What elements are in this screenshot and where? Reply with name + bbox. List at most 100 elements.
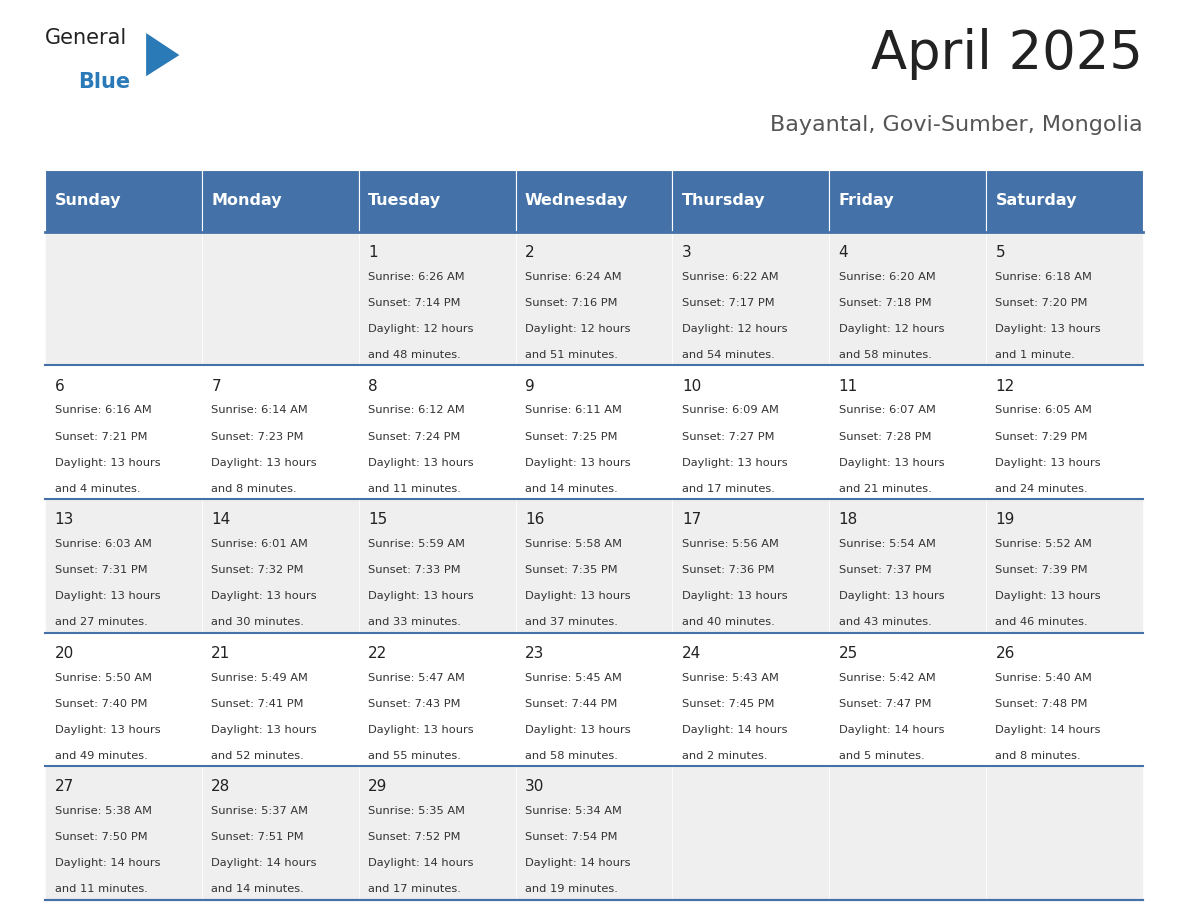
Text: and 1 minute.: and 1 minute. <box>996 350 1075 360</box>
Text: 8: 8 <box>368 379 378 394</box>
Text: and 11 minutes.: and 11 minutes. <box>55 884 147 894</box>
Text: Sunset: 7:14 PM: Sunset: 7:14 PM <box>368 298 461 308</box>
Text: Sunset: 7:35 PM: Sunset: 7:35 PM <box>525 565 618 575</box>
Text: Thursday: Thursday <box>682 194 765 208</box>
Text: 28: 28 <box>211 779 230 794</box>
Text: and 58 minutes.: and 58 minutes. <box>525 751 618 761</box>
Bar <box>45 365 202 499</box>
Text: 29: 29 <box>368 779 387 794</box>
Text: Blue: Blue <box>78 72 131 92</box>
Text: and 8 minutes.: and 8 minutes. <box>996 751 1081 761</box>
Text: Daylight: 14 hours: Daylight: 14 hours <box>682 724 788 734</box>
Text: Daylight: 12 hours: Daylight: 12 hours <box>525 324 631 334</box>
Bar <box>45 499 202 633</box>
Text: Bayantal, Govi-Sumber, Mongolia: Bayantal, Govi-Sumber, Mongolia <box>770 115 1143 135</box>
Text: and 5 minutes.: and 5 minutes. <box>839 751 924 761</box>
Text: and 17 minutes.: and 17 minutes. <box>368 884 461 894</box>
Text: Sunset: 7:37 PM: Sunset: 7:37 PM <box>839 565 931 575</box>
Text: 2: 2 <box>525 245 535 260</box>
Text: Sunrise: 6:12 AM: Sunrise: 6:12 AM <box>368 406 465 416</box>
Text: Daylight: 13 hours: Daylight: 13 hours <box>368 724 474 734</box>
Text: Wednesday: Wednesday <box>525 194 628 208</box>
Text: Sunset: 7:52 PM: Sunset: 7:52 PM <box>368 833 461 842</box>
Text: Sunset: 7:39 PM: Sunset: 7:39 PM <box>996 565 1088 575</box>
Text: and 55 minutes.: and 55 minutes. <box>368 751 461 761</box>
Text: Sunrise: 6:14 AM: Sunrise: 6:14 AM <box>211 406 308 416</box>
Text: Daylight: 13 hours: Daylight: 13 hours <box>55 457 160 467</box>
Text: 7: 7 <box>211 379 221 394</box>
Text: and 19 minutes.: and 19 minutes. <box>525 884 618 894</box>
Text: 14: 14 <box>211 512 230 527</box>
Text: Daylight: 13 hours: Daylight: 13 hours <box>996 324 1101 334</box>
Text: 27: 27 <box>55 779 74 794</box>
Text: Sunrise: 5:45 AM: Sunrise: 5:45 AM <box>525 673 621 683</box>
Text: Sunset: 7:17 PM: Sunset: 7:17 PM <box>682 298 775 308</box>
Text: 20: 20 <box>55 646 74 661</box>
Text: Daylight: 13 hours: Daylight: 13 hours <box>996 457 1101 467</box>
Text: Daylight: 13 hours: Daylight: 13 hours <box>211 724 317 734</box>
Text: Daylight: 14 hours: Daylight: 14 hours <box>55 858 160 868</box>
Text: Sunset: 7:51 PM: Sunset: 7:51 PM <box>211 833 304 842</box>
Text: Sunset: 7:16 PM: Sunset: 7:16 PM <box>525 298 618 308</box>
Text: and 4 minutes.: and 4 minutes. <box>55 484 140 494</box>
Text: Sunset: 7:50 PM: Sunset: 7:50 PM <box>55 833 147 842</box>
Text: 18: 18 <box>839 512 858 527</box>
Text: Sunrise: 5:54 AM: Sunrise: 5:54 AM <box>839 539 935 549</box>
Bar <box>359 633 516 767</box>
Text: Daylight: 13 hours: Daylight: 13 hours <box>525 591 631 601</box>
Text: Sunrise: 5:34 AM: Sunrise: 5:34 AM <box>525 806 621 816</box>
Text: Sunset: 7:29 PM: Sunset: 7:29 PM <box>996 431 1088 442</box>
Text: Sunrise: 5:56 AM: Sunrise: 5:56 AM <box>682 539 778 549</box>
Bar <box>986 170 1143 232</box>
Bar <box>986 767 1143 900</box>
Text: Sunset: 7:32 PM: Sunset: 7:32 PM <box>211 565 304 575</box>
Bar <box>829 767 986 900</box>
Text: Sunset: 7:36 PM: Sunset: 7:36 PM <box>682 565 775 575</box>
Bar <box>359 499 516 633</box>
Bar <box>672 633 829 767</box>
Text: Sunrise: 5:35 AM: Sunrise: 5:35 AM <box>368 806 466 816</box>
Text: Sunday: Sunday <box>55 194 121 208</box>
Text: Monday: Monday <box>211 194 282 208</box>
Text: and 21 minutes.: and 21 minutes. <box>839 484 931 494</box>
Text: and 43 minutes.: and 43 minutes. <box>839 617 931 627</box>
Text: Sunset: 7:24 PM: Sunset: 7:24 PM <box>368 431 461 442</box>
Bar <box>202 767 359 900</box>
Text: Sunset: 7:33 PM: Sunset: 7:33 PM <box>368 565 461 575</box>
Text: and 48 minutes.: and 48 minutes. <box>368 350 461 360</box>
Text: Sunset: 7:48 PM: Sunset: 7:48 PM <box>996 699 1088 709</box>
Text: and 24 minutes.: and 24 minutes. <box>996 484 1088 494</box>
Text: Daylight: 14 hours: Daylight: 14 hours <box>839 724 944 734</box>
Text: Sunset: 7:27 PM: Sunset: 7:27 PM <box>682 431 775 442</box>
Text: April 2025: April 2025 <box>871 28 1143 80</box>
Text: 11: 11 <box>839 379 858 394</box>
Bar <box>202 633 359 767</box>
Bar <box>202 499 359 633</box>
Polygon shape <box>146 33 179 76</box>
Bar <box>359 232 516 365</box>
Text: and 33 minutes.: and 33 minutes. <box>368 617 461 627</box>
Text: Sunrise: 6:05 AM: Sunrise: 6:05 AM <box>996 406 1092 416</box>
Text: and 11 minutes.: and 11 minutes. <box>368 484 461 494</box>
Bar <box>516 232 672 365</box>
Text: Sunrise: 5:42 AM: Sunrise: 5:42 AM <box>839 673 935 683</box>
Text: Daylight: 13 hours: Daylight: 13 hours <box>996 591 1101 601</box>
Bar <box>986 633 1143 767</box>
Text: Daylight: 13 hours: Daylight: 13 hours <box>839 591 944 601</box>
Text: 23: 23 <box>525 646 544 661</box>
Text: Daylight: 14 hours: Daylight: 14 hours <box>996 724 1101 734</box>
Text: Saturday: Saturday <box>996 194 1078 208</box>
Text: Sunrise: 6:26 AM: Sunrise: 6:26 AM <box>368 272 465 282</box>
Bar <box>829 365 986 499</box>
Text: 6: 6 <box>55 379 64 394</box>
Text: Daylight: 13 hours: Daylight: 13 hours <box>525 457 631 467</box>
Text: and 2 minutes.: and 2 minutes. <box>682 751 767 761</box>
Text: Daylight: 13 hours: Daylight: 13 hours <box>55 591 160 601</box>
Text: 26: 26 <box>996 646 1015 661</box>
Text: 24: 24 <box>682 646 701 661</box>
Text: Daylight: 13 hours: Daylight: 13 hours <box>682 591 788 601</box>
Text: 17: 17 <box>682 512 701 527</box>
Bar <box>829 499 986 633</box>
Text: 19: 19 <box>996 512 1015 527</box>
Text: 1: 1 <box>368 245 378 260</box>
